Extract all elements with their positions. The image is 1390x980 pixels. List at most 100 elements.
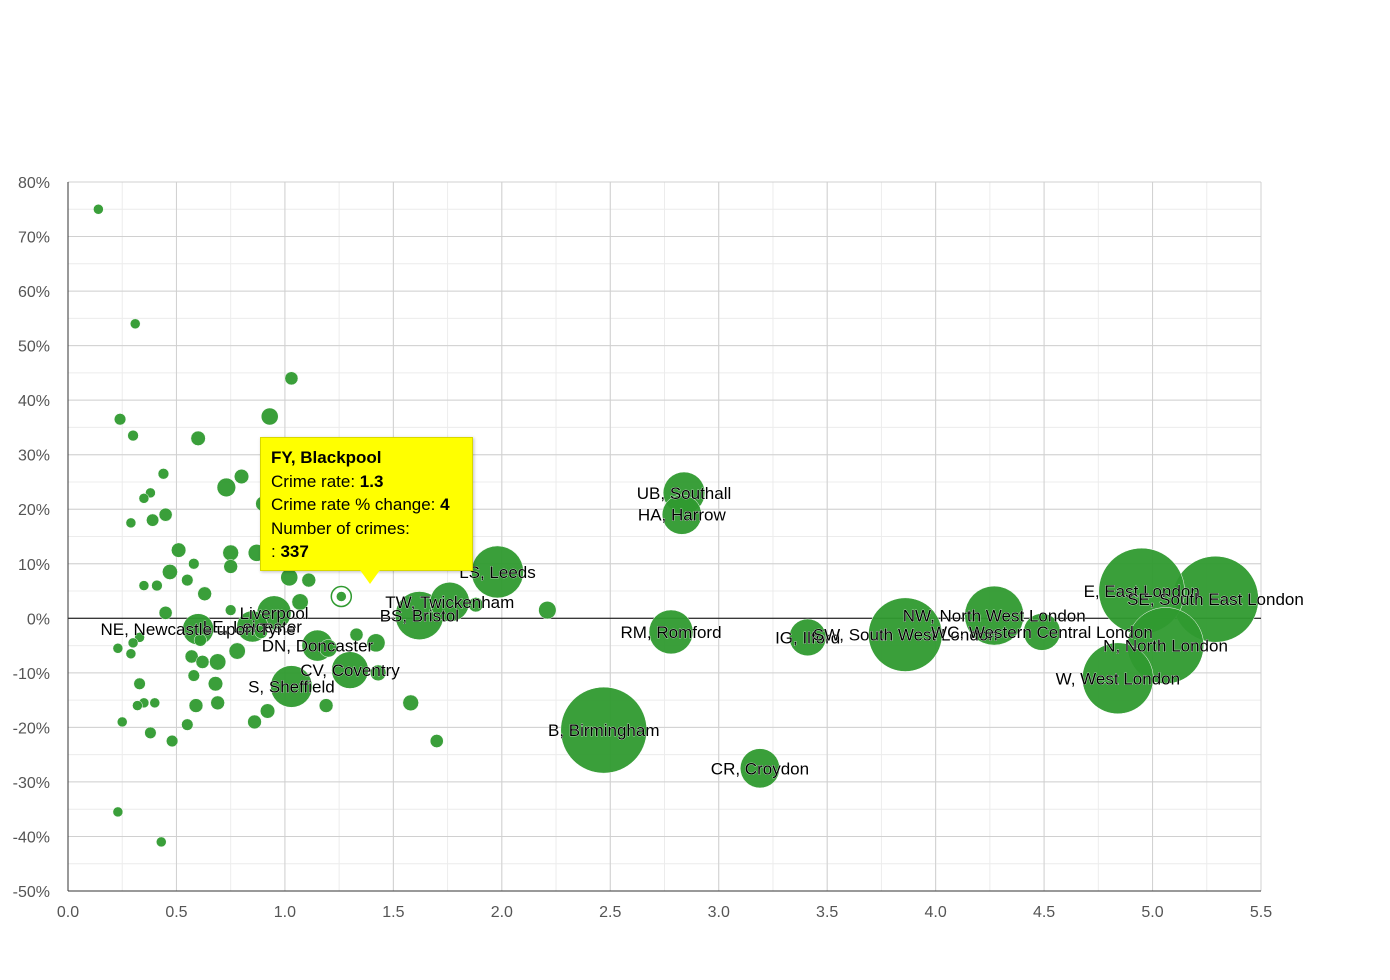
bubble — [113, 413, 127, 426]
bubble-label: E, East London — [1084, 582, 1200, 601]
tooltip-crime-rate-label: Crime rate: — [271, 471, 360, 491]
bubble — [195, 655, 210, 669]
gridlines — [67, 181, 1262, 892]
x-tick-label: 0.0 — [57, 904, 79, 921]
bubble — [331, 651, 369, 689]
bubble — [144, 726, 157, 739]
bubble — [207, 676, 224, 692]
bubble — [225, 604, 237, 616]
bubble — [291, 593, 309, 611]
y-tick-label: -10% — [13, 666, 50, 683]
tooltip-change-value: 4 — [440, 495, 450, 514]
bubble-label: SE, South East London — [1127, 590, 1304, 609]
bubbles — [93, 204, 1259, 848]
x-tick-label: 1.0 — [274, 904, 296, 921]
bubble — [158, 606, 173, 620]
x-tick-label: 4.0 — [925, 904, 947, 921]
y-tick-label: 10% — [18, 557, 50, 574]
bubble — [222, 544, 239, 562]
bubble — [1023, 613, 1061, 651]
y-tick-label: 70% — [18, 230, 50, 247]
x-tick-label: 5.5 — [1250, 904, 1272, 921]
y-tick-label: -20% — [13, 720, 50, 737]
y-tick-label: 50% — [18, 339, 50, 356]
bubble — [868, 597, 943, 672]
bubble — [158, 507, 173, 522]
bubble — [166, 734, 179, 748]
bubble-label: NW, North West London — [903, 607, 1086, 626]
bubble — [116, 716, 128, 728]
tooltip-pointer — [360, 570, 380, 584]
bubble-label: UB, Southall — [637, 484, 732, 503]
bubble — [318, 698, 334, 713]
bubble — [964, 585, 1024, 646]
bubble — [560, 686, 648, 774]
bubble — [789, 618, 827, 657]
bubble-label: HA, Harrow — [638, 506, 727, 525]
bubble — [125, 648, 137, 660]
bubble — [209, 653, 227, 671]
bubble — [216, 477, 236, 497]
bubble — [247, 714, 262, 730]
bubble — [193, 633, 207, 647]
bubble — [301, 572, 316, 588]
bubble — [138, 493, 150, 504]
bubble — [127, 637, 139, 649]
bubble — [740, 748, 780, 789]
tooltip-crimes-label: Number of crimes: — [271, 518, 410, 538]
y-tick-label: 0% — [27, 611, 50, 628]
y-tick-label: 40% — [18, 393, 50, 410]
x-tick-label: 1.5 — [382, 904, 404, 921]
y-tick-label: 80% — [18, 175, 50, 192]
bubble-label: CR, Croydon — [711, 759, 809, 778]
bubble-label: W, West London — [1056, 669, 1180, 688]
x-tick-label: 5.0 — [1141, 904, 1163, 921]
bubble — [233, 468, 250, 485]
bubble-label: SW, South West London — [813, 626, 998, 645]
y-tick-label: -40% — [13, 829, 50, 846]
bubble — [366, 633, 386, 653]
bubble-label: LS, Leeds — [459, 563, 536, 582]
bubble — [1082, 642, 1154, 715]
bubble — [254, 625, 268, 639]
bubble — [132, 700, 143, 711]
bubble — [146, 513, 160, 527]
tooltip-change-label: Crime rate % change: — [271, 495, 441, 514]
y-tick-label: 30% — [18, 448, 50, 465]
bubble-label: Liverpool — [240, 604, 309, 623]
bubble-label: B, Birmingham — [548, 721, 659, 740]
bubble-label: RM, Romford — [620, 623, 721, 642]
bubble — [197, 586, 212, 601]
bubble — [402, 694, 419, 712]
tooltip: FY, Blackpool Crime rate: 1.3 Crime rate… — [260, 437, 473, 571]
bubble — [188, 558, 200, 570]
bubble — [162, 564, 178, 580]
bubble — [471, 545, 524, 599]
x-tick-label: 0.5 — [165, 904, 187, 921]
bubble — [228, 642, 246, 660]
bubble — [187, 669, 200, 682]
tooltip-crimes-value: 337 — [280, 542, 309, 561]
bubble — [190, 430, 206, 446]
bubble-label: CV, Coventry — [300, 661, 400, 680]
tooltip-crimes-prefix: : — [271, 542, 281, 561]
bubble-labels: UB, Southall HA, Harrow LS, Leeds TW, Twick… — [100, 484, 1304, 779]
bubble — [188, 698, 204, 713]
bubble — [260, 703, 276, 719]
bubble — [349, 627, 364, 642]
bubble — [284, 371, 299, 386]
bubble — [181, 574, 194, 587]
y-tick-label: -50% — [13, 884, 50, 901]
y-tick-label: 20% — [18, 502, 50, 519]
highlighted-bubble — [336, 591, 347, 602]
bubble — [468, 597, 484, 613]
tooltip-crime-rate-value: 1.3 — [359, 471, 384, 491]
bubble — [223, 559, 238, 574]
bubble-label: TW, Twickenham — [385, 593, 514, 612]
tooltip-area: FY, Blackpool — [271, 448, 382, 467]
bubble-label: IG, Ilford — [775, 628, 840, 647]
bubble — [270, 665, 313, 708]
bubble — [171, 542, 187, 558]
bubble — [138, 580, 150, 591]
